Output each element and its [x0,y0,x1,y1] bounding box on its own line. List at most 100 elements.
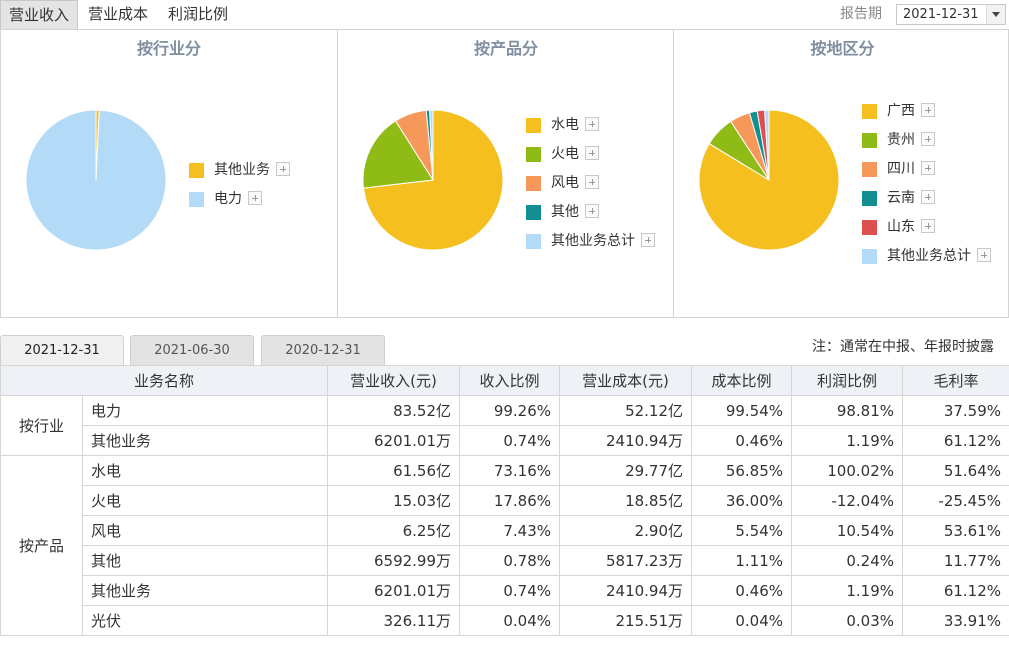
value-cell: 2.90亿 [559,515,693,546]
legend-label: 电力 [214,191,242,207]
expand-plus-icon[interactable] [585,146,599,160]
legend-label: 四川 [887,161,915,177]
expand-plus-icon[interactable] [585,204,599,218]
panel-by-region: 按地区分 广西 贵州 四川 云南 山东 其他业务总计 [673,29,1009,317]
expand-plus-icon[interactable] [585,117,599,131]
pie-slice[interactable] [362,120,434,189]
value-cell: 0.46% [691,575,793,606]
col-header: 营业收入(元) [327,365,461,396]
expand-plus-icon[interactable] [977,248,991,262]
value-cell: 326.11万 [327,605,461,636]
value-cell: 1.11% [691,545,793,576]
expand-plus-icon[interactable] [585,175,599,189]
value-cell: 33.91% [902,605,1009,636]
expand-plus-icon[interactable] [921,103,935,117]
value-cell: 53.61% [902,515,1009,546]
legend-swatch [526,147,541,162]
pie-slice[interactable] [764,109,770,181]
expand-plus-icon[interactable] [921,132,935,146]
table-row: 光伏 326.11万 0.04% 215.51万 0.04% 0.03% 33.91% [1,605,1009,636]
expand-plus-icon[interactable] [921,161,935,175]
legend-label: 广西 [887,103,915,119]
value-cell: 0.24% [791,545,904,576]
col-header: 收入比例 [459,365,561,396]
table-header-row: 业务名称 营业收入(元) 收入比例 营业成本(元) 成本比例 利润比例 毛利率 [0,365,1009,396]
legend-swatch [862,191,877,206]
value-cell: 0.74% [459,425,561,456]
expand-plus-icon[interactable] [248,191,262,205]
pie-slice[interactable] [429,109,434,181]
value-cell: 5817.23万 [559,545,693,576]
value-cell: 36.00% [691,485,793,516]
legend-label: 其他 [551,204,579,220]
legend-label: 山东 [887,219,915,235]
report-period-select[interactable]: 2021-12-31 [896,4,1006,25]
pie-chart-industry [25,109,167,251]
tab-cost[interactable]: 营业成本 [88,5,149,23]
legend-swatch [862,220,877,235]
value-cell: 1.19% [791,425,904,456]
col-header: 毛利率 [902,365,1009,396]
chevron-down-icon[interactable] [986,5,1005,24]
table-row: 其他 6592.99万 0.78% 5817.23万 1.11% 0.24% 11.77% [1,545,1009,576]
panel-title: 按行业分 [136,39,201,58]
legend-label: 贵州 [887,132,915,148]
report-period-value: 2021-12-31 [903,7,979,22]
value-cell: 52.12亿 [559,395,693,426]
value-cell: 0.04% [459,605,561,636]
legend-swatch [862,133,877,148]
pie-slice[interactable] [25,109,167,251]
legend-swatch [189,163,204,178]
legend-label: 其他业务总计 [551,233,635,249]
value-cell: 1.19% [791,575,904,606]
pie-chart-product [362,109,504,251]
value-cell: 56.85% [691,455,793,486]
panel-by-industry: 按行业分 其他业务电力 [1,29,337,317]
value-cell: 7.43% [459,515,561,546]
value-cell: 61.12% [902,575,1009,606]
business-name-cell: 光伏 [81,605,329,636]
group-label: 按产品 [0,455,83,636]
value-cell: 61.12% [902,425,1009,456]
value-cell: 61.56亿 [327,455,461,486]
expand-plus-icon[interactable] [641,233,655,247]
value-cell: -25.45% [902,485,1009,516]
business-name-cell: 风电 [81,515,329,546]
value-cell: 73.16% [459,455,561,486]
expand-plus-icon[interactable] [921,190,935,204]
legend-swatch [526,176,541,191]
date-tab-2021-12-31[interactable]: 2021-12-31 [0,335,124,365]
expand-plus-icon[interactable] [921,219,935,233]
value-cell: 37.59% [902,395,1009,426]
col-header: 成本比例 [691,365,793,396]
value-cell: 6592.99万 [327,545,461,576]
value-cell: 29.77亿 [559,455,693,486]
value-cell: 51.64% [902,455,1009,486]
date-tab-2020-12-31[interactable]: 2020-12-31 [261,335,385,365]
tab-revenue[interactable]: 营业收入 [0,0,78,29]
report-period-label: 报告期 [840,6,882,22]
value-cell: 11.77% [902,545,1009,576]
legend-swatch [862,162,877,177]
legend-swatch [526,205,541,220]
table-row: 火电 15.03亿 17.86% 18.85亿 36.00% -12.04% -25.45% [1,485,1009,516]
value-cell: -12.04% [791,485,904,516]
value-cell: 98.81% [791,395,904,426]
col-header: 业务名称 [0,365,329,396]
legend-swatch [862,249,877,264]
legend-label: 火电 [551,146,579,162]
tab-profit-ratio[interactable]: 利润比例 [168,5,229,23]
business-name-cell: 火电 [81,485,329,516]
legend-swatch [526,234,541,249]
table-row: 风电 6.25亿 7.43% 2.90亿 5.54% 10.54% 53.61% [1,515,1009,546]
col-header: 利润比例 [791,365,904,396]
expand-plus-icon[interactable] [276,162,290,176]
date-tab-2021-06-30[interactable]: 2021-06-30 [130,335,254,365]
value-cell: 15.03亿 [327,485,461,516]
panel-by-product: 按产品分 水电 火电 风电 其他 其他业务总计 [337,29,674,317]
value-cell: 0.03% [791,605,904,636]
value-cell: 2410.94万 [559,575,693,606]
top-tab-bar: 营业收入 营业成本 利润比例 报告期 2021-12-31 [0,0,1009,30]
legend-label: 其他业务 [214,162,270,178]
value-cell: 99.26% [459,395,561,426]
